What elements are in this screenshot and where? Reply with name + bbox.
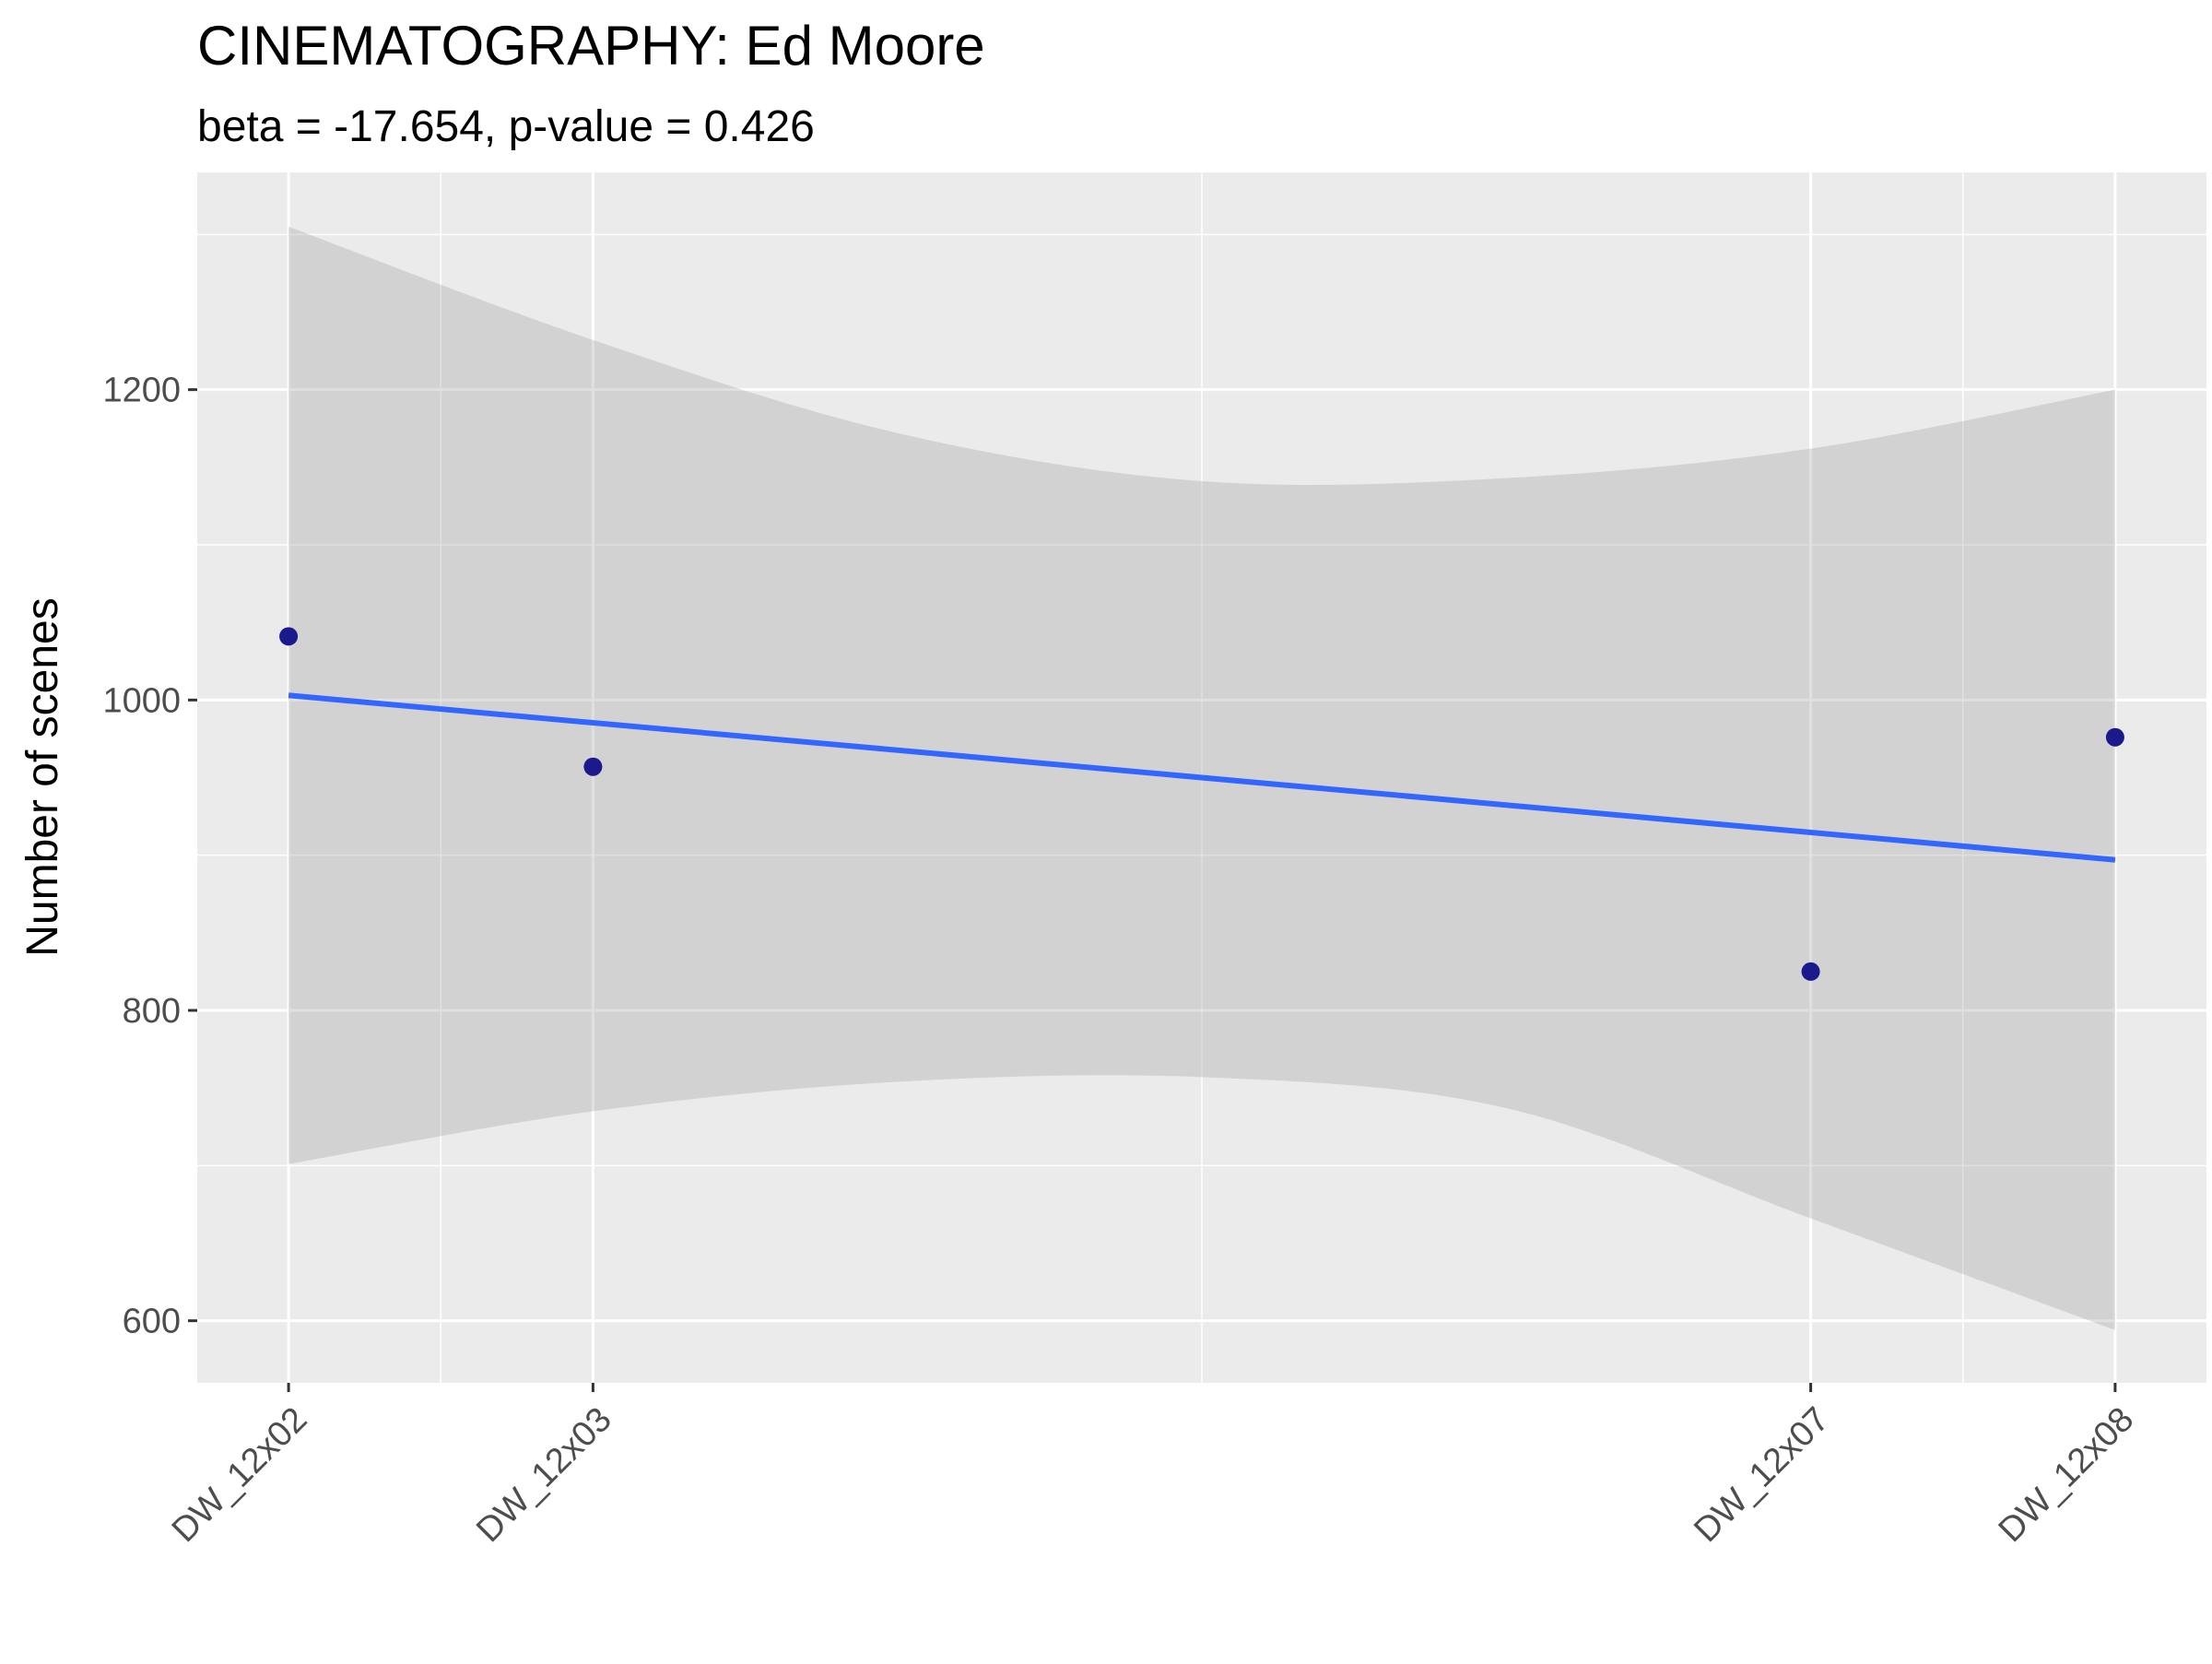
x-tick-label: DW_12x03	[469, 1400, 619, 1551]
y-tick-label: 600	[123, 1303, 181, 1341]
x-tick-label: DW_12x08	[1992, 1400, 2142, 1551]
plot-area: 600 800 1000 1200 DW_12x02 DW_12x03 DW_12x07 DW…	[102, 172, 2206, 1550]
data-point	[583, 757, 603, 776]
y-tick-label: 800	[123, 992, 181, 1031]
y-tick-label: 1000	[102, 681, 181, 720]
data-point	[1801, 962, 1820, 981]
regression-line	[288, 692, 2116, 863]
x-tick-label: DW_12x07	[1687, 1400, 1837, 1551]
y-axis-title: Number of scenes	[18, 597, 67, 957]
chart-subtitle: beta = -17.654, p-value = 0.426	[197, 102, 815, 151]
data-point	[2105, 727, 2124, 747]
y-tick-label: 1200	[102, 372, 181, 410]
x-tick-label: DW_12x02	[165, 1400, 315, 1551]
data-point	[279, 627, 299, 646]
chart-title: CINEMATOGRAPHY: Ed Moore	[197, 15, 985, 77]
